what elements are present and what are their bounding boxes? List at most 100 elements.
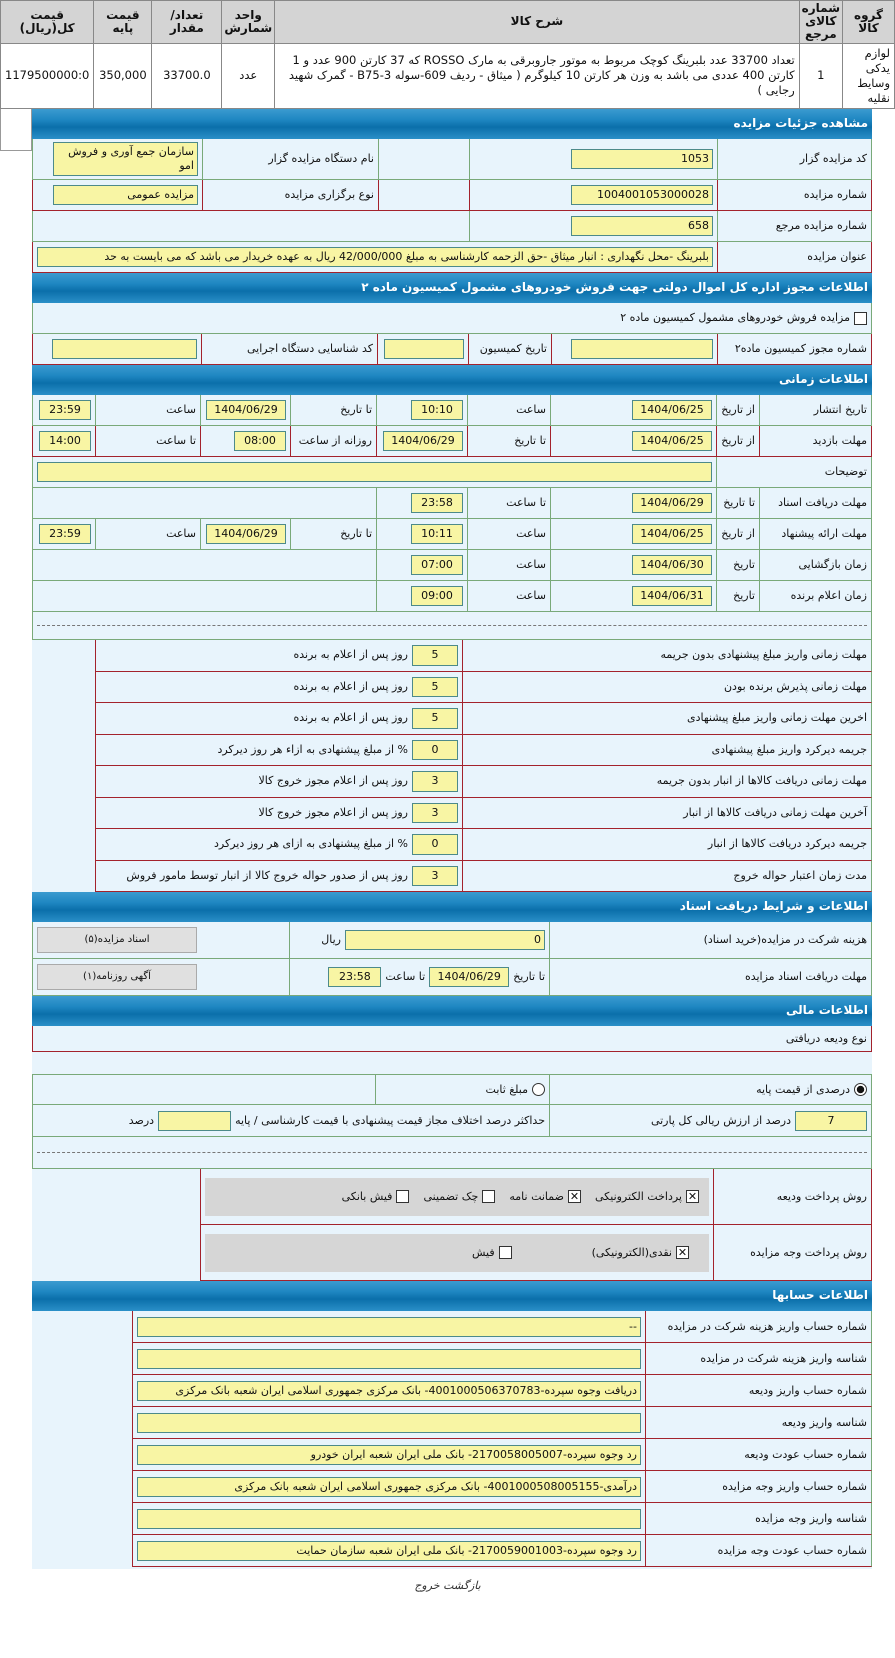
- offer-to-time-field[interactable]: 23:59: [39, 524, 91, 545]
- open-time-field[interactable]: 07:00: [411, 555, 463, 576]
- offer-from-time-field[interactable]: 10:11: [411, 524, 463, 545]
- account-value-field[interactable]: --: [137, 1316, 641, 1337]
- deadline-value-field[interactable]: 3: [412, 802, 458, 824]
- visit-to-time-field[interactable]: 14:00: [39, 431, 91, 452]
- radio-percent[interactable]: [854, 1083, 867, 1097]
- label-opening: زمان بازگشایی: [798, 558, 868, 571]
- permit-checkbox[interactable]: [854, 311, 867, 325]
- open-date-field[interactable]: 1404/06/30: [632, 555, 712, 576]
- subject-field[interactable]: بلبرینگ -محل نگهداری : انبار میثاق -حق ا…: [37, 247, 713, 268]
- back-exit-links[interactable]: بازگشت خروج: [414, 1579, 481, 1593]
- label-ref-no: شماره مزایده مرجع: [775, 219, 867, 232]
- docs-deadline-date-field[interactable]: 1404/06/29: [429, 967, 510, 988]
- docs-fee-field[interactable]: 0: [345, 930, 545, 951]
- visit-daily-from-field[interactable]: 08:00: [234, 431, 286, 452]
- label-from-date: از تاریخ: [721, 403, 755, 416]
- auction-docs-button[interactable]: اسناد مزایده(۵): [37, 927, 197, 954]
- deadline-suffix: روز پس از صدور حواله خروج کالا از انبار …: [126, 868, 408, 882]
- deadline-value-field[interactable]: 5: [412, 645, 458, 666]
- payment-method-checkbox[interactable]: [498, 1246, 512, 1260]
- deadline-suffix: روز پس از اعلام به برنده: [293, 679, 408, 693]
- payment-method-checkbox[interactable]: ✕: [676, 1246, 689, 1260]
- label-fixed-option: مبلغ ثابت: [485, 1082, 528, 1096]
- label-type: نوع برگزاری مزایده: [284, 188, 374, 201]
- winner-time-field[interactable]: 09:00: [411, 586, 463, 607]
- cell-total: 1179500000:0: [0, 42, 95, 109]
- deposit-method-checkbox[interactable]: [396, 1190, 410, 1204]
- deadline-suffix: روز پس از اعلام مجوز خروج کالا: [258, 774, 409, 788]
- auction-no-field[interactable]: 1004001053000028: [571, 185, 713, 206]
- permit-date-field[interactable]: [384, 339, 464, 360]
- auctioneer-code-field[interactable]: 1053: [571, 148, 713, 169]
- label-max-diff: حداکثر درصد اختلاف مجاز قیمت پیشنهادی با…: [235, 1113, 545, 1127]
- percent-field[interactable]: 7: [795, 1110, 867, 1131]
- winner-date-field[interactable]: 1404/06/31: [632, 586, 712, 607]
- publish-to-field[interactable]: 1404/06/29: [206, 400, 286, 421]
- publish-to-time-field[interactable]: 23:59: [39, 400, 91, 421]
- deadline-suffix: روز پس از اعلام به برنده: [293, 711, 408, 725]
- row-auction-no: شماره مزایده 1004001053000028 نوع برگزاری …: [32, 180, 872, 212]
- deadline-label: جریمه دیرکرد واریز مبلغ پیشنهادی: [711, 742, 867, 756]
- section-header-financial: اطلاعات مالی: [32, 996, 872, 1027]
- account-value-field[interactable]: [137, 1508, 641, 1529]
- col-qty: تعداد/مقدار: [151, 0, 223, 44]
- account-value-field[interactable]: [137, 1412, 641, 1433]
- deadline-value-field[interactable]: 5: [412, 676, 458, 698]
- items-table: گروه کالا شماره کالای مرجع شرح کالا واحد…: [0, 0, 895, 109]
- label-to-date: تا تاریخ: [340, 527, 372, 540]
- account-value-field[interactable]: رد وجوه سپرده-2170058005007- بانک ملی ای…: [137, 1444, 641, 1465]
- account-label: شماره حساب واریز وجه مزایده: [722, 1479, 867, 1493]
- label-permit-no: شماره مجوز کمیسیون ماده۲: [734, 342, 867, 355]
- ref-no-field[interactable]: 658: [571, 216, 713, 237]
- docs-deadline-time-field[interactable]: 23:58: [328, 967, 382, 988]
- account-value-field[interactable]: [137, 1348, 641, 1369]
- docs-to-time-field[interactable]: 23:58: [411, 493, 463, 514]
- col-base-price: قیمت پایه: [93, 0, 153, 44]
- section-header-timing: اطلاعات زمانی: [32, 365, 872, 396]
- deadline-value-field[interactable]: 3: [412, 865, 458, 887]
- label-to-date: تا تاریخ: [723, 496, 755, 509]
- offer-from-field[interactable]: 1404/06/25: [632, 524, 712, 545]
- label-time: ساعت: [516, 558, 546, 571]
- payment-method-label: فیش: [471, 1245, 495, 1259]
- cell-qty: 33700.0: [151, 42, 223, 109]
- row-winner: زمان اعلام برنده تاریخ 1404/06/31 ساعت 09:00: [32, 581, 872, 613]
- permit-no-field[interactable]: [571, 339, 713, 360]
- visit-to-field[interactable]: 1404/06/29: [383, 431, 463, 452]
- account-value-field[interactable]: رد وجوه سپرده-2170059001003- بانک ملی ای…: [137, 1540, 641, 1561]
- deadline-label: مهلت زمانی دریافت کالاها از انبار بدون ج…: [656, 774, 867, 788]
- label-docs-deadline2: مهلت دریافت اسناد مزایده: [744, 970, 867, 983]
- label-from-date: از تاریخ: [721, 527, 755, 540]
- publish-from-field[interactable]: 1404/06/25: [632, 400, 712, 421]
- label-to-date: تا تاریخ: [340, 403, 372, 416]
- newspaper-ad-button[interactable]: آگهی روزنامه(۱): [37, 964, 197, 991]
- offer-to-field[interactable]: 1404/06/29: [206, 524, 286, 545]
- exec-code-field[interactable]: [52, 339, 197, 360]
- deadline-value-field[interactable]: 0: [412, 834, 458, 855]
- label-time: ساعت: [166, 527, 196, 540]
- docs-to-field[interactable]: 1404/06/29: [632, 493, 712, 514]
- account-value-field[interactable]: درآمدی-4001000508005155- بانک مرکزی جمهو…: [137, 1476, 641, 1497]
- label-percent-option: درصدی از قیمت پایه: [756, 1082, 850, 1096]
- label-time: ساعت: [516, 403, 546, 416]
- visit-from-field[interactable]: 1404/06/25: [632, 431, 712, 452]
- type-field[interactable]: مزایده عمومی: [53, 185, 198, 206]
- account-value-field[interactable]: دریافت وجوه سپرده-4001000506370783- بانک…: [137, 1380, 641, 1401]
- row-docs-deadline: مهلت دریافت اسناد تا تاریخ 1404/06/29 تا سا…: [32, 488, 872, 520]
- max-diff-field[interactable]: [158, 1110, 232, 1131]
- deposit-method-checkbox[interactable]: [482, 1190, 496, 1204]
- deadline-value-field[interactable]: 0: [412, 739, 458, 761]
- deadline-value-field[interactable]: 5: [412, 708, 458, 729]
- deadline-row: مهلت زمانی پذیرش برنده بودن 5 روز پس از اع…: [95, 671, 872, 704]
- publish-from-time-field[interactable]: 10:10: [411, 400, 463, 421]
- deposit-method-checkbox[interactable]: ✕: [686, 1190, 699, 1204]
- deposit-method-checkbox[interactable]: ✕: [568, 1190, 581, 1204]
- notes-field[interactable]: [37, 462, 712, 483]
- radio-fixed[interactable]: [532, 1083, 545, 1097]
- org-name-field[interactable]: سازمان جمع آوری و فروش امو: [53, 141, 198, 177]
- deadline-value-field[interactable]: 3: [412, 771, 458, 792]
- row-auctioneer: کد مزایده گزار 1053 نام دستگاه مزایده گزار…: [32, 138, 872, 181]
- deposit-method-label: پرداخت الکترونیکی: [595, 1189, 682, 1203]
- label-subject: عنوان مزایده: [807, 250, 867, 263]
- label-auctioneer-code: کد مزایده گزار: [799, 151, 867, 165]
